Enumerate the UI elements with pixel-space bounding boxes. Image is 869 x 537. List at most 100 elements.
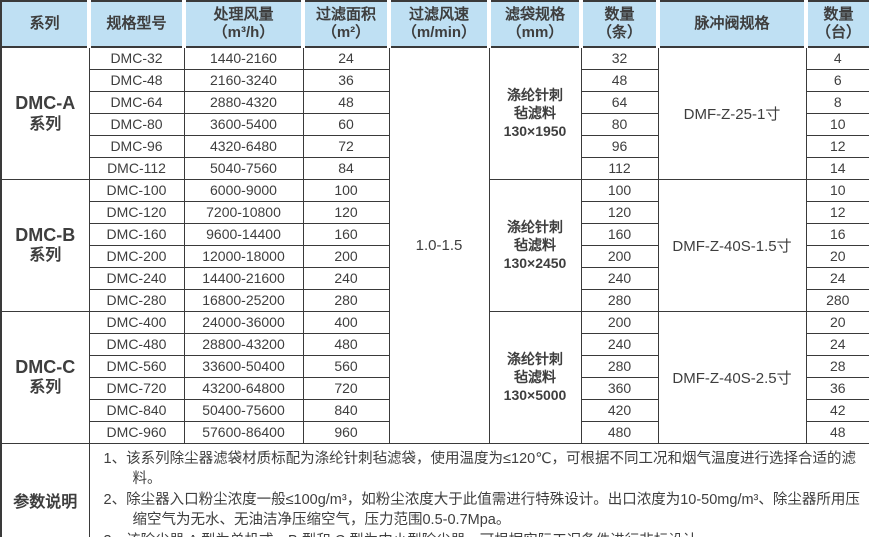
cell-area: 100 (302, 178, 390, 202)
cell-area: 24 (302, 46, 390, 70)
table-row: DMC-720 43200-64800 720 360 36 (1, 376, 869, 400)
header-valve-spec: 脉冲阀规格 (656, 1, 806, 48)
cell-bag-qty: 112 (580, 156, 659, 180)
series-name: DMC-C (15, 356, 76, 377)
cell-valve-spec-dmc-c: DMF-Z-40S-2.5寸 (657, 310, 807, 444)
cell-bag-qty: 240 (580, 266, 659, 290)
header-model: 规格型号 (87, 1, 184, 48)
series-label-dmc-a: DMC-A 系列 (0, 46, 90, 180)
bag-material-line2: 毡滤料 (514, 368, 556, 385)
series-sub-label: 系列 (29, 379, 62, 397)
cell-area: 60 (302, 112, 390, 136)
header-airflow-line1: 处理风量 (213, 6, 274, 23)
cell-bag-qty: 32 (580, 46, 659, 70)
cell-area: 840 (302, 398, 390, 422)
cell-area: 160 (302, 222, 390, 246)
cell-model: DMC-400 (88, 310, 185, 334)
header-speed-unit: （m/min） (401, 24, 477, 41)
table-row: DMC-840 50400-75600 840 420 42 (1, 398, 869, 422)
header-airflow: 处理风量 （m³/h） (182, 1, 303, 48)
cell-airflow: 9600-14400 (183, 222, 304, 246)
cell-valve-qty: 24 (805, 266, 869, 290)
table-row: DMC-480 28800-43200 480 240 24 (1, 332, 869, 356)
note-1: 1、该系列除尘器滤袋材质标配为涤纶针刺毡滤袋，使用温度为≤120℃，可根据不同工… (103, 450, 857, 488)
cell-model: DMC-96 (88, 134, 185, 158)
cell-airflow: 7200-10800 (183, 200, 304, 224)
cell-model: DMC-240 (88, 266, 185, 290)
table-row: DMC-C 系列 DMC-400 24000-36000 400 涤纶针刺 毡滤料 1… (0, 310, 869, 444)
cell-area: 48 (302, 90, 390, 114)
cell-bag-qty: 96 (580, 134, 659, 158)
cell-airflow: 2160-3240 (183, 68, 304, 92)
cell-model: DMC-48 (88, 68, 185, 92)
cell-valve-qty: 12 (805, 200, 869, 224)
cell-area: 240 (302, 266, 390, 290)
cell-model: DMC-80 (88, 112, 185, 136)
cell-valve-spec-dmc-a: DMF-Z-25-1寸 (657, 46, 807, 180)
cell-model: DMC-280 (88, 288, 185, 312)
cell-valve-qty: 20 (805, 244, 869, 268)
cell-bag-spec-dmc-a: 涤纶针刺毡滤料 130×1950 (488, 46, 582, 180)
cell-model: DMC-100 (88, 178, 185, 202)
cell-model: DMC-64 (88, 90, 185, 114)
table-row: DMC-96 4320-6480 72 96 12 (1, 134, 869, 158)
header-valveqty-unit: （台） (815, 24, 861, 41)
cell-bag-qty: 80 (580, 112, 659, 136)
header-airflow-unit: （m³/h） (212, 24, 275, 41)
cell-valve-qty: 8 (805, 90, 869, 114)
cell-model: DMC-560 (88, 354, 185, 378)
cell-area: 280 (302, 288, 390, 312)
cell-bag-qty: 120 (580, 200, 659, 224)
table-row: DMC-64 2880-4320 48 64 8 (1, 90, 869, 114)
header-bag-unit: （mm） (506, 24, 564, 41)
bag-material-line1: 涤纶针刺 (507, 86, 563, 103)
series-label-dmc-b: DMC-B 系列 (0, 178, 90, 312)
table-row: DMC-200 12000-18000 200 200 20 (1, 244, 869, 268)
notes-content: 1、该系列除尘器滤袋材质标配为涤纶针刺毡滤袋，使用温度为≤120℃，可根据不同工… (88, 442, 869, 537)
cell-bag-qty: 240 (580, 332, 659, 356)
cell-area: 36 (302, 68, 390, 92)
cell-bag-spec-dmc-b: 涤纶针刺 毡滤料 130×2450 (488, 178, 582, 312)
cell-valve-qty: 10 (805, 178, 869, 202)
header-bagqty-unit: （条） (596, 24, 642, 41)
bag-size: 130×5000 (503, 387, 567, 404)
cell-valve-spec-dmc-b: DMF-Z-40S-1.5寸 (657, 178, 807, 312)
cell-valve-qty: 42 (805, 398, 869, 422)
cell-filter-speed: 1.0-1.5 (388, 46, 490, 444)
cell-bag-qty: 420 (580, 398, 659, 422)
header-filter-area: 过滤面积 （m²） (301, 1, 389, 48)
cell-bag-qty: 64 (580, 90, 659, 114)
notes-label: 参数说明 (0, 442, 90, 537)
cell-valve-qty: 48 (805, 420, 869, 444)
cell-airflow: 6000-9000 (183, 178, 304, 202)
bag-material-line2: 毡滤料 (514, 105, 556, 122)
cell-area: 400 (302, 310, 390, 334)
bag-size: 130×2450 (503, 255, 567, 272)
cell-airflow: 57600-86400 (183, 420, 304, 444)
cell-model: DMC-480 (88, 332, 185, 356)
header-bag-line1: 滤袋规格 (504, 6, 565, 23)
cell-model: DMC-960 (88, 420, 185, 444)
table-header-row: 系列 规格型号 处理风量 （m³/h） 过滤面积 （m²） 过滤风速 （m/min） … (1, 1, 869, 48)
cell-valve-qty: 4 (805, 46, 869, 70)
cell-area: 120 (302, 200, 390, 224)
cell-model: DMC-120 (88, 200, 185, 224)
cell-valve-qty: 16 (805, 222, 869, 246)
cell-airflow: 43200-64800 (183, 376, 304, 400)
cell-airflow: 12000-18000 (183, 244, 304, 268)
bag-material-line1: 涤纶针刺 (507, 218, 563, 235)
cell-area: 960 (302, 420, 390, 444)
header-bag-qty: 数量 （条） (579, 1, 658, 48)
cell-valve-qty: 6 (805, 68, 869, 92)
cell-airflow: 16800-25200 (183, 288, 304, 312)
table-row: DMC-80 3600-5400 60 80 10 (1, 112, 869, 136)
bag-size: 130×1950 (503, 123, 567, 140)
cell-area: 200 (302, 244, 390, 268)
cell-model: DMC-32 (88, 46, 185, 70)
bag-material-line1: 涤纶针刺 (507, 350, 563, 367)
header-bag-spec: 滤袋规格 （mm） (487, 1, 581, 48)
cell-valve-qty: 36 (805, 376, 869, 400)
cell-airflow: 3600-5400 (183, 112, 304, 136)
cell-valve-qty: 28 (805, 354, 869, 378)
